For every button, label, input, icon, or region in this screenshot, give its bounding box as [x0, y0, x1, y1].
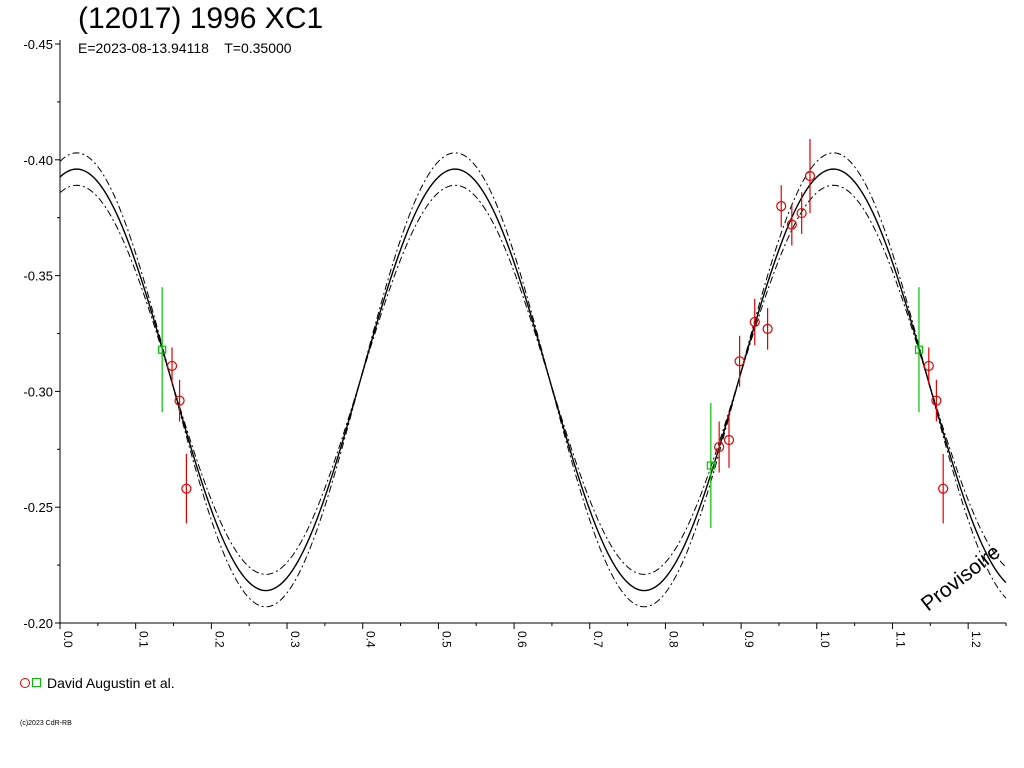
- y-tick-label: -0.40: [23, 153, 53, 168]
- model-curve-upper: [60, 152, 1007, 608]
- data-point-circle: [174, 395, 185, 406]
- x-tick-label: 1.2: [969, 631, 983, 648]
- data-point-circle: [734, 356, 745, 367]
- x-tick-label: 0.9: [742, 631, 756, 648]
- y-tick-label: -0.20: [23, 616, 53, 631]
- data-point-circle: [938, 483, 949, 494]
- x-tick-label: 0.7: [591, 631, 605, 648]
- legend-label: David Augustin et al.: [47, 675, 175, 691]
- data-points: [158, 138, 949, 529]
- x-tick-label: 0.0: [61, 631, 75, 648]
- chart-subtitle: E=2023-08-13.94118 T=0.35000: [78, 40, 292, 56]
- model-curve-lower: [60, 184, 1007, 575]
- x-tick-label: 0.2: [212, 631, 226, 648]
- data-point-square: [158, 345, 167, 354]
- y-tick-label: -0.35: [23, 269, 53, 284]
- y-tick-label: -0.25: [23, 500, 53, 515]
- data-point-circle: [786, 219, 797, 230]
- x-tick-label: 0.4: [364, 631, 378, 648]
- data-point-circle: [714, 441, 725, 453]
- data-point-circle: [796, 207, 807, 219]
- data-point-circle: [931, 395, 942, 406]
- model-curves: [60, 152, 1007, 608]
- x-tick-label: 0.6: [515, 631, 529, 648]
- legend-circle-marker: [20, 678, 30, 688]
- y-tick-label: -0.30: [23, 384, 53, 399]
- x-tick-label: 0.1: [137, 631, 151, 648]
- data-point-circle: [181, 483, 192, 494]
- x-tick-label: 1.0: [818, 631, 832, 648]
- data-point-circle: [923, 360, 934, 372]
- data-point-square: [914, 345, 924, 354]
- data-point-square: [706, 461, 715, 470]
- x-tick-label: 0.8: [666, 631, 680, 648]
- x-tick-label: 1.1: [893, 631, 907, 648]
- chart-title: (12017) 1996 XC1: [78, 2, 324, 35]
- data-point-circle: [776, 201, 787, 212]
- model-curve-main: [60, 168, 1007, 592]
- axes: -0.45 -0.40 -0.35 -0.30 -0.25 -0.20 0.0 0.1 0.2 0…: [23, 37, 1007, 648]
- legend-square-marker: [32, 678, 41, 687]
- data-point-circle: [749, 316, 760, 328]
- x-tick-label: 0.5: [439, 631, 453, 648]
- copyright-text: (c)2023 CdR-RB: [20, 720, 72, 727]
- data-point-circle: [804, 170, 816, 182]
- data-point-circle: [723, 434, 735, 446]
- data-point-circle: [166, 360, 178, 372]
- x-tick-label: 0.3: [288, 631, 302, 648]
- y-tick-label: -0.45: [23, 37, 53, 52]
- data-point-circle: [762, 323, 773, 334]
